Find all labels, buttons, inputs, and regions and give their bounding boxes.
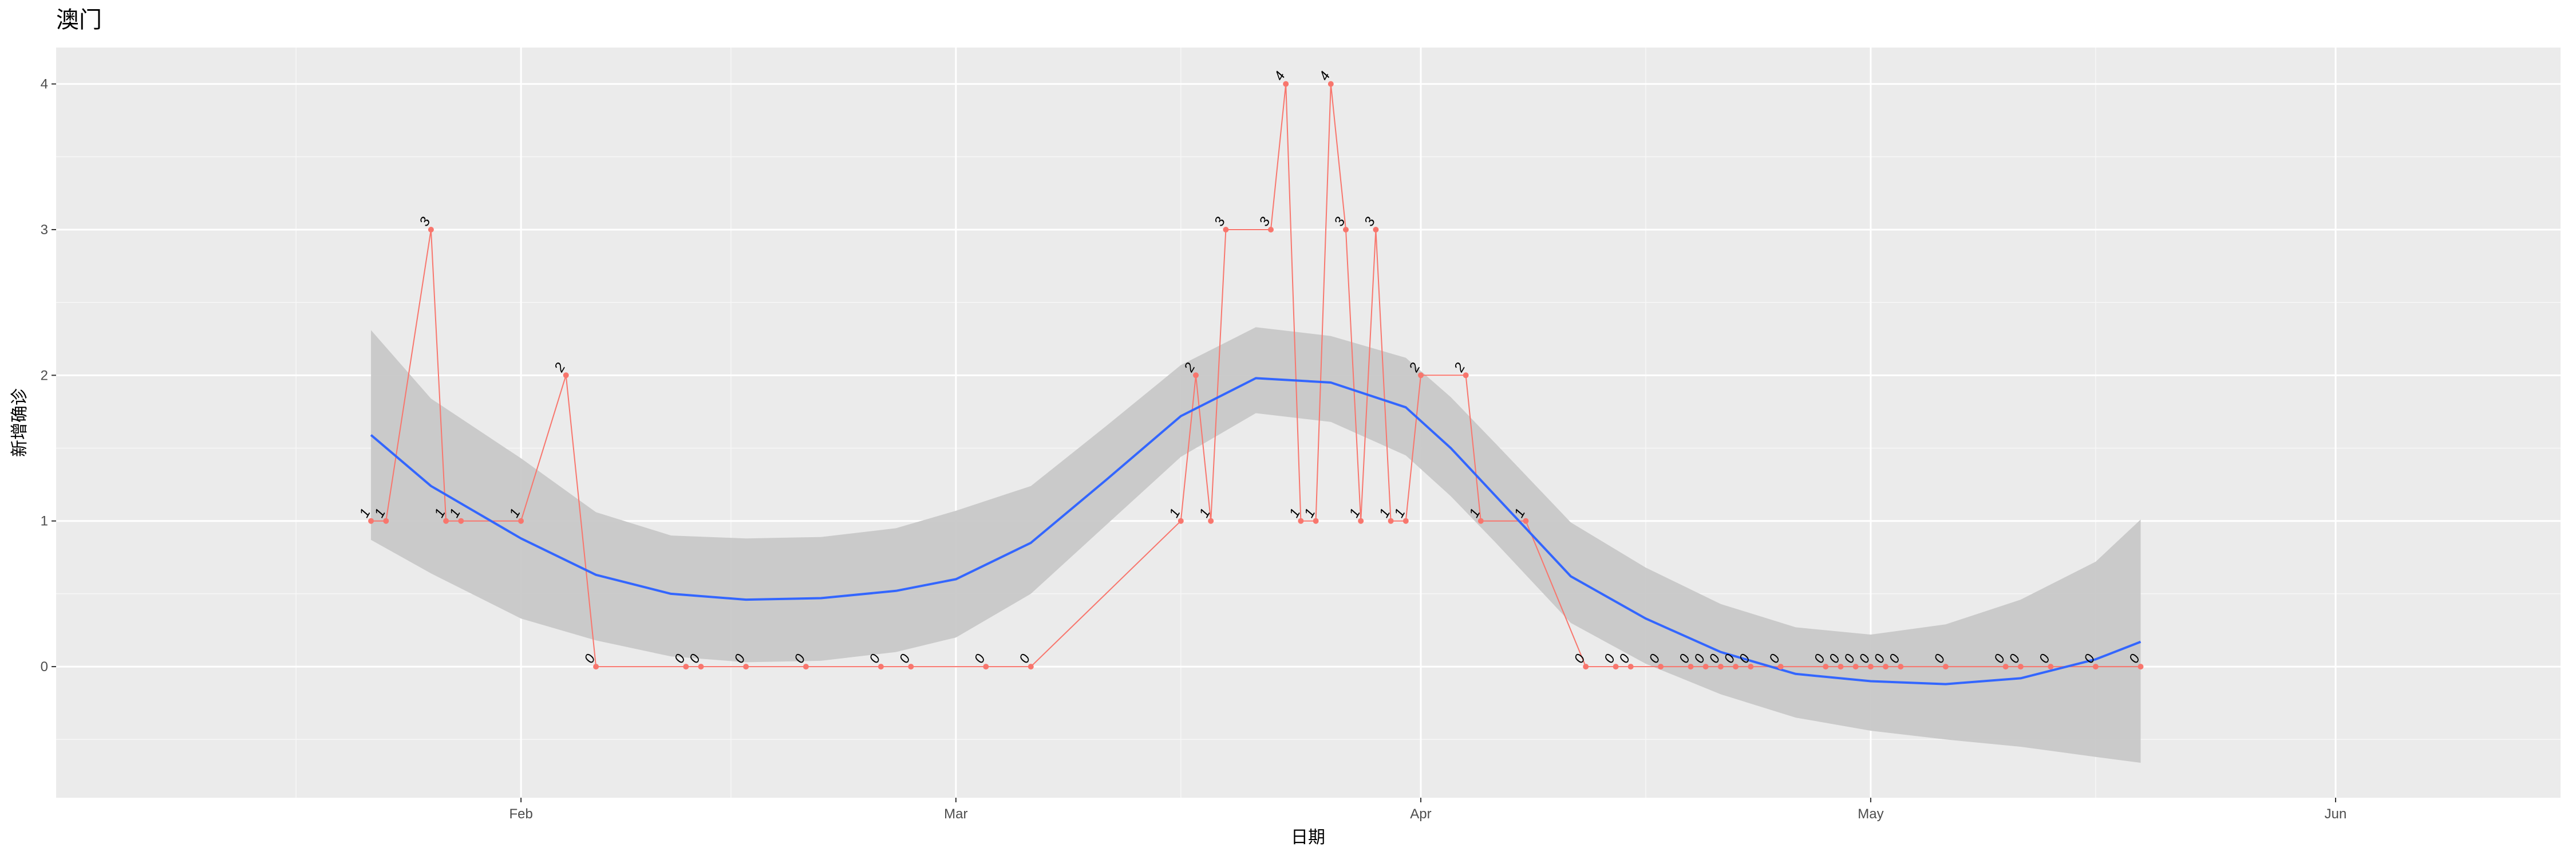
axis-ticks: 0 1 2 3 4 Feb Mar Apr May Jun	[41, 77, 2347, 822]
data-point	[698, 664, 704, 670]
data-point	[2092, 664, 2099, 670]
x-tick-label: May	[1858, 806, 1883, 822]
data-point	[1268, 227, 1274, 233]
data-point	[1327, 81, 1334, 87]
data-point	[878, 664, 884, 670]
data-point	[683, 664, 689, 670]
cases-points	[368, 81, 2144, 670]
data-point	[1867, 664, 1874, 670]
data-point	[2048, 664, 2054, 670]
data-point	[1523, 518, 1529, 524]
data-point	[1343, 227, 1349, 233]
x-axis-title: 日期	[1291, 828, 1325, 847]
data-point	[1658, 664, 1664, 670]
x-tick-label: Jun	[2325, 806, 2347, 822]
data-point	[1402, 518, 1409, 524]
data-point	[1852, 664, 1859, 670]
data-point	[1583, 664, 1589, 670]
y-tick-label: 0	[41, 659, 48, 675]
data-point	[1418, 372, 1424, 379]
data-point	[1613, 664, 1619, 670]
data-point	[1702, 664, 1709, 670]
smooth-line	[370, 377, 2142, 685]
data-point	[1477, 518, 1484, 524]
data-point	[428, 227, 434, 233]
data-point	[803, 664, 809, 670]
y-tick-label: 1	[41, 514, 48, 529]
confidence-band	[371, 327, 2141, 763]
data-point	[1193, 372, 1199, 379]
data-point	[2002, 664, 2009, 670]
x-tick-label: Mar	[944, 806, 967, 822]
data-point	[1627, 664, 1634, 670]
data-point	[1942, 664, 1949, 670]
data-point	[1028, 664, 1034, 670]
y-axis-title: 新增确诊	[10, 388, 29, 457]
data-point	[1898, 664, 1904, 670]
y-tick-label: 2	[41, 368, 48, 383]
data-point	[1823, 664, 1829, 670]
data-point	[743, 664, 749, 670]
data-point	[2017, 664, 2024, 670]
data-point	[1178, 518, 1184, 524]
data-point	[1358, 518, 1364, 524]
data-point	[383, 518, 389, 524]
data-point	[1883, 664, 1889, 670]
data-point	[1283, 81, 1289, 87]
data-point	[2138, 664, 2144, 670]
data-point	[1313, 518, 1319, 524]
smooth-curve	[370, 377, 2142, 685]
data-point	[458, 518, 464, 524]
confidence-band-area	[371, 327, 2141, 763]
data-point	[908, 664, 914, 670]
data-point	[1777, 664, 1784, 670]
x-tick-label: Apr	[1410, 806, 1431, 822]
data-point	[1373, 227, 1379, 233]
data-point	[563, 372, 569, 379]
data-point	[983, 664, 989, 670]
data-point	[443, 518, 449, 524]
data-point	[1208, 518, 1214, 524]
y-tick-label: 4	[41, 77, 48, 92]
data-point	[1463, 372, 1469, 379]
data-point	[1748, 664, 1754, 670]
data-point	[1838, 664, 1844, 670]
plot-panel	[56, 48, 2561, 798]
y-tick-label: 3	[41, 222, 48, 238]
data-point	[1388, 518, 1394, 524]
x-tick-label: Feb	[509, 806, 532, 822]
data-point	[368, 518, 374, 524]
data-point	[1733, 664, 1739, 670]
data-point	[1223, 227, 1229, 233]
data-point	[1688, 664, 1694, 670]
data-point	[518, 518, 524, 524]
data-point	[1298, 518, 1304, 524]
data-point	[1717, 664, 1724, 670]
chart-title: 澳门	[56, 7, 102, 33]
data-point	[593, 664, 599, 670]
